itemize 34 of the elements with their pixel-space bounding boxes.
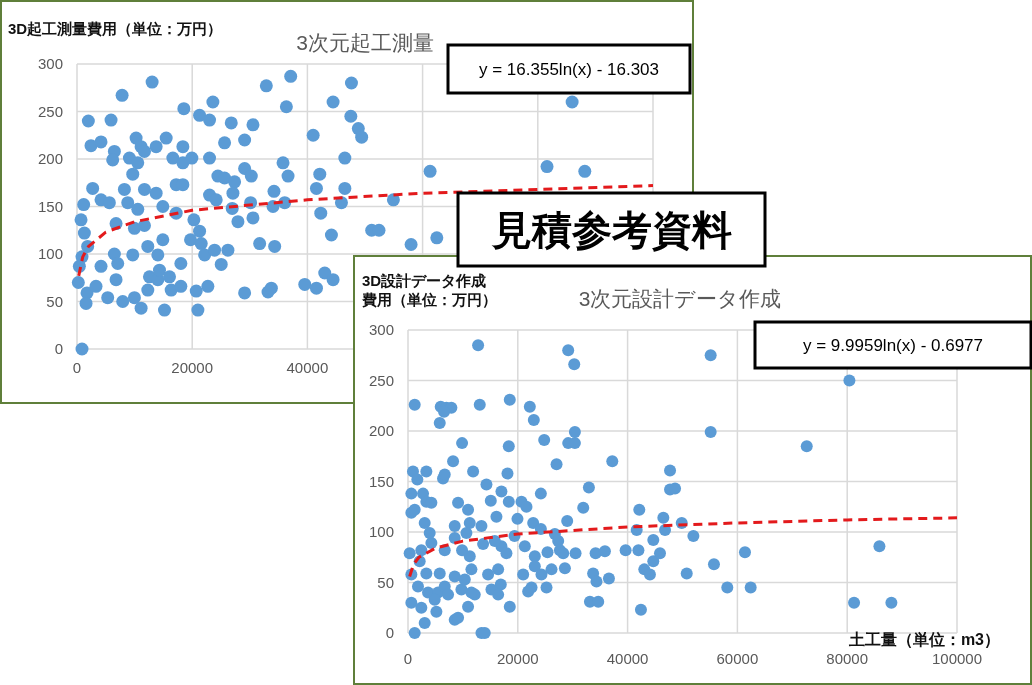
- y-tick-label: 250: [37, 102, 63, 120]
- x-tick-label: 20000: [496, 650, 539, 667]
- annotation-box: y = 16.355ln(x) - 16.303: [446, 43, 692, 95]
- x-tick-label: 40000: [606, 650, 649, 667]
- y-axis-title: 3D起工測量費用（単位：万円）: [8, 20, 223, 37]
- annotation: y = 16.355ln(x) - 16.303: [478, 60, 660, 80]
- x-tick-label: 40000: [286, 359, 329, 376]
- annotation: y = 9.9959ln(x) - 0.6977: [802, 336, 984, 356]
- y-tick-label: 200: [37, 150, 63, 167]
- annotation: 見積参考資料: [490, 207, 732, 252]
- y-tick-label: 100: [37, 245, 63, 262]
- x-tick-label: 0: [403, 650, 413, 667]
- x-tick-label: 100000: [931, 650, 983, 667]
- y-tick-label: 50: [46, 292, 63, 310]
- y-tick-label: 300: [368, 321, 394, 338]
- x-tick-label: 0: [72, 359, 82, 376]
- x-axis-title: 土工量（単位：m3）: [847, 631, 1000, 649]
- annotation-box: 見積参考資料: [456, 191, 767, 268]
- y-tick-label: 300: [37, 55, 63, 72]
- y-tick-label: 50: [377, 573, 394, 591]
- chart-title: 3次元設計データ作成: [578, 287, 782, 310]
- x-tick-label: 80000: [826, 650, 869, 667]
- y-tick-label: 250: [368, 371, 394, 389]
- annotation-box: y = 9.9959ln(x) - 0.6977: [753, 320, 1032, 370]
- x-tick-label: 20000: [171, 359, 214, 376]
- y-tick-label: 0: [54, 340, 63, 357]
- y-tick-label: 150: [368, 472, 394, 490]
- x-tick-label: 60000: [716, 650, 759, 667]
- y-tick-label: 0: [385, 624, 394, 641]
- y-axis-title: 3D設計データ作成費用（単位：万円）: [361, 272, 497, 308]
- y-tick-label: 100: [368, 523, 394, 540]
- y-tick-label: 200: [368, 422, 394, 439]
- chart-title: 3次元起工測量: [296, 31, 434, 54]
- y-tick-label: 150: [37, 197, 63, 215]
